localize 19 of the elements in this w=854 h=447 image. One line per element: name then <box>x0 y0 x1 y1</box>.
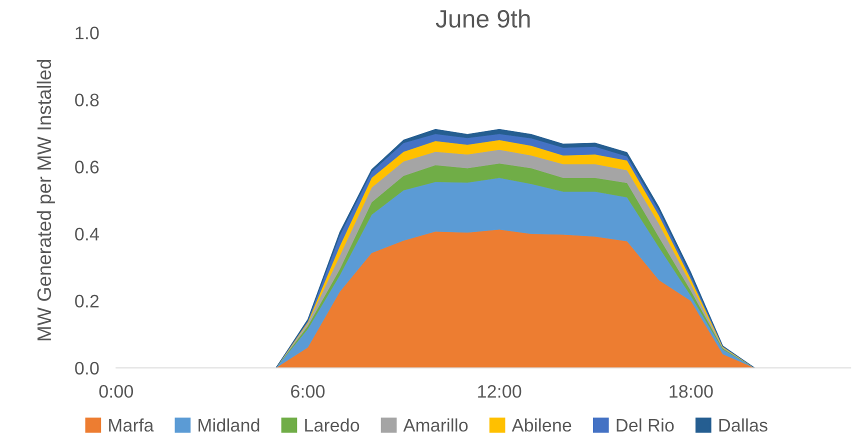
x-tick-label: 12:00 <box>478 385 522 398</box>
x-tick-label: 0:00 <box>99 385 134 398</box>
chart-title: June 9th <box>436 9 530 28</box>
legend-label: Del Rio <box>616 418 674 432</box>
y-tick-label: 0.6 <box>75 160 99 174</box>
x-tick-label: 18:00 <box>670 385 713 398</box>
y-tick-label: 0.4 <box>75 228 99 240</box>
y-tick-label: 1.0 <box>76 26 99 40</box>
legend-label: Dallas <box>719 418 768 432</box>
x-tick-label: 6:00 <box>291 385 325 398</box>
legend-label: Abilene <box>512 418 572 432</box>
legend-label: Laredo <box>305 418 360 432</box>
y-tick-label: 0.8 <box>75 94 99 106</box>
y-tick-label: 0.0 <box>75 362 99 375</box>
legend-label: Marfa <box>109 418 154 432</box>
legend-label: Midland <box>198 418 260 432</box>
legend-label: Amarillo <box>403 418 468 432</box>
y-axis-title: MW Generated per MW Installed <box>36 60 55 340</box>
y-tick-label: 0.2 <box>75 294 99 308</box>
